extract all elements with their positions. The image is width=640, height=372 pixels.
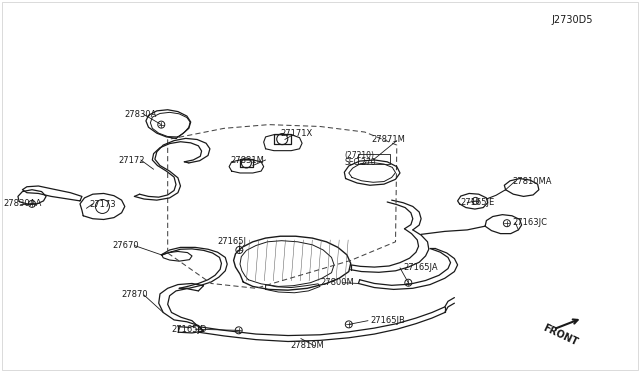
Text: 27830AA: 27830AA xyxy=(3,199,42,208)
Circle shape xyxy=(158,121,164,128)
Text: 27830A: 27830A xyxy=(125,110,157,119)
Text: 27831M: 27831M xyxy=(230,156,264,165)
Text: (27210): (27210) xyxy=(344,151,374,160)
Circle shape xyxy=(29,201,35,207)
Text: 27810M: 27810M xyxy=(291,341,324,350)
Text: FRONT: FRONT xyxy=(541,323,579,347)
Text: 27163JC: 27163JC xyxy=(512,218,547,227)
Text: J2730D5: J2730D5 xyxy=(552,16,593,25)
Text: 27810MA: 27810MA xyxy=(512,177,552,186)
Circle shape xyxy=(95,199,109,214)
Circle shape xyxy=(504,220,510,227)
Text: 27171X: 27171X xyxy=(280,129,312,138)
Text: 27173: 27173 xyxy=(90,200,116,209)
Circle shape xyxy=(276,134,288,145)
Circle shape xyxy=(472,198,479,204)
Text: 27670: 27670 xyxy=(112,241,139,250)
Text: 27800M: 27800M xyxy=(320,278,354,287)
Text: 27165JB: 27165JB xyxy=(370,316,404,325)
Circle shape xyxy=(236,327,242,334)
Circle shape xyxy=(236,247,243,253)
Text: SEC.270: SEC.270 xyxy=(344,158,376,167)
Text: 27871M: 27871M xyxy=(371,135,405,144)
Text: 27165JD: 27165JD xyxy=(172,325,207,334)
Text: 27870: 27870 xyxy=(122,291,148,299)
Text: 27165JA: 27165JA xyxy=(403,263,438,272)
Text: 27165J: 27165J xyxy=(218,237,246,246)
Circle shape xyxy=(241,158,252,168)
Circle shape xyxy=(405,279,412,286)
Text: 27165JE: 27165JE xyxy=(461,198,495,207)
Text: 27172: 27172 xyxy=(118,156,145,165)
Circle shape xyxy=(346,321,352,328)
